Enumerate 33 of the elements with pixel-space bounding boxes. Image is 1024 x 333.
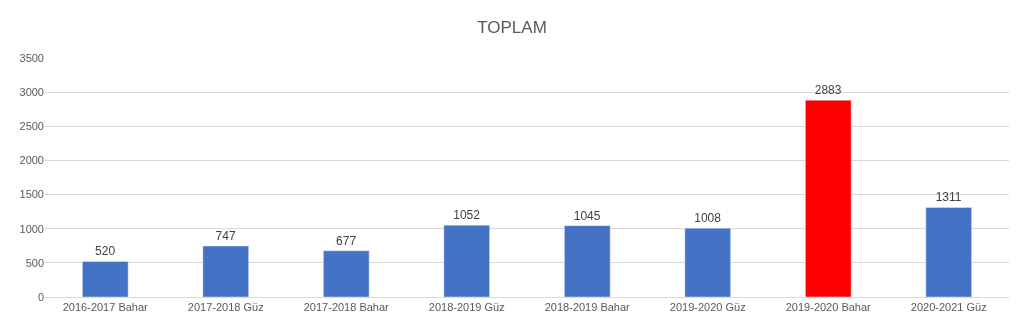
- bar: [443, 224, 490, 297]
- y-tick-label: 3000: [19, 85, 44, 98]
- data-label: 1045: [573, 208, 601, 223]
- x-tick-label: 2017-2018 Güz: [187, 301, 264, 314]
- x-tick-label: 2019-2020 Güz: [669, 301, 746, 314]
- data-label: 1052: [453, 208, 481, 223]
- y-tick-label: 3500: [19, 51, 44, 64]
- data-label: 1008: [694, 211, 722, 226]
- bar: [82, 261, 129, 297]
- data-label: 677: [336, 233, 357, 248]
- data-label: 1311: [935, 190, 962, 205]
- y-tick-label: 500: [25, 256, 44, 269]
- x-tick-label: 2017-2018 Bahar: [303, 301, 390, 314]
- x-tick-label: 2018-2019 Güz: [428, 301, 505, 314]
- bar: [564, 225, 611, 297]
- y-tick-label: 2500: [19, 120, 44, 133]
- x-tick-label: 2019-2020 Bahar: [785, 301, 872, 314]
- data-label: 747: [215, 228, 236, 243]
- chart-title: TOPLAM: [477, 17, 547, 37]
- x-tick-label: 2020-2021 Güz: [910, 301, 987, 314]
- bar: [925, 207, 972, 297]
- x-tick-label: 2016-2017 Bahar: [62, 301, 149, 314]
- y-tick-label: 1000: [19, 222, 44, 235]
- bar: [684, 227, 731, 297]
- bar: [805, 99, 852, 297]
- data-label: 2883: [814, 83, 842, 98]
- bar: [323, 250, 370, 297]
- y-tick-label: 2000: [19, 154, 44, 167]
- data-label: 520: [95, 244, 116, 259]
- x-tick-label: 2018-2019 Bahar: [544, 301, 631, 314]
- bar: [202, 245, 249, 297]
- y-tick-label: 1500: [19, 188, 44, 201]
- y-tick-label: 0: [37, 290, 44, 303]
